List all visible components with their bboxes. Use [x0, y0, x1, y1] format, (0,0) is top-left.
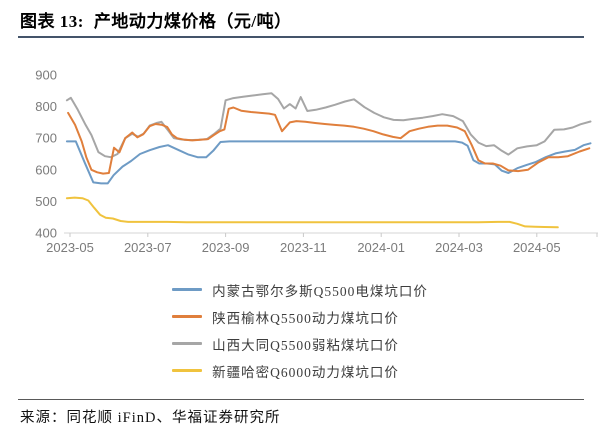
- x-axis-label: 2023-07: [124, 240, 172, 255]
- y-axis-label: 400: [35, 226, 57, 241]
- x-axis-label: 2023-09: [202, 240, 250, 255]
- series-line-1: [65, 140, 592, 185]
- legend-label: 山西大同Q5500弱粘煤坑口价: [212, 337, 399, 353]
- legend-item-1: 内蒙古鄂尔多斯Q5500电煤坑口价: [172, 276, 428, 303]
- chart-legend: 内蒙古鄂尔多斯Q5500电煤坑口价 陕西榆林Q5500动力煤坑口价 山西大同Q550…: [0, 276, 600, 384]
- y-axis-label: 600: [35, 162, 57, 177]
- legend-swatch-icon: [172, 315, 203, 318]
- legend-swatch-icon: [172, 288, 203, 291]
- figure-number: 图表 13:: [20, 12, 84, 31]
- legend-label: 陕西榆林Q5500动力煤坑口价: [212, 310, 399, 326]
- legend-item-4: 新疆哈密Q6000动力煤坑口价: [172, 357, 399, 384]
- legend-swatch-icon: [172, 342, 203, 345]
- legend-item-2: 陕西榆林Q5500动力煤坑口价: [172, 303, 399, 330]
- series-line-2: [67, 106, 591, 175]
- legend-item-3: 山西大同Q5500弱粘煤坑口价: [172, 330, 399, 357]
- title-divider: [18, 36, 584, 38]
- y-axis-label: 500: [35, 194, 57, 209]
- source-divider: [18, 399, 584, 400]
- y-axis-label: 900: [35, 68, 57, 83]
- x-axis-label: 2024-01: [357, 240, 405, 255]
- legend-label: 新疆哈密Q6000动力煤坑口价: [212, 364, 399, 380]
- x-axis-label: 2023-11: [280, 240, 327, 255]
- x-axis-label: 2024-03: [435, 240, 483, 255]
- legend-swatch-icon: [172, 369, 203, 372]
- y-axis-label: 800: [35, 99, 57, 114]
- coal-price-line-chart: 2023-05 2023-07 2023-09 2023-11 2024-01 2024-…: [0, 55, 600, 270]
- series-line-4: [65, 196, 559, 229]
- figure-title: 图表 13: 产地动力煤价格（元/吨）: [20, 7, 580, 32]
- source-text: 来源：同花顺 iFinD、华福证券研究所: [20, 410, 281, 426]
- x-axis-label: 2023-05: [46, 240, 94, 255]
- chart-svg: 2023-05 2023-07 2023-09 2023-11 2024-01 2024-…: [35, 68, 598, 255]
- figure-title-text: 产地动力煤价格（元/吨）: [93, 12, 292, 31]
- x-axis-label: 2024-05: [513, 240, 561, 255]
- legend-label: 内蒙古鄂尔多斯Q5500电煤坑口价: [212, 283, 428, 299]
- y-axis-label: 700: [35, 131, 57, 146]
